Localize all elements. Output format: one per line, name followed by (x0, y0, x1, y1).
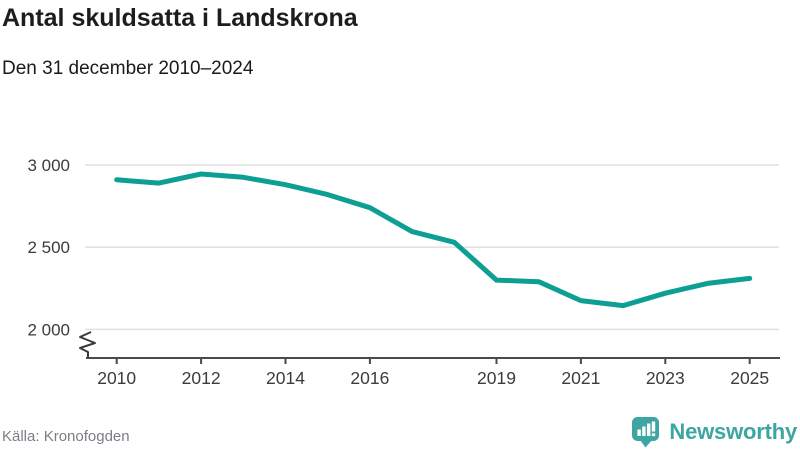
x-axis-tick-label: 2016 (350, 368, 389, 388)
x-axis-tick-label: 2012 (182, 368, 221, 388)
x-axis-tick-label: 2025 (730, 368, 769, 388)
y-axis-tick-label: 3 000 (27, 156, 70, 175)
x-axis-tick-label: 2010 (97, 368, 136, 388)
data-line-series (114, 171, 753, 309)
x-axis-tick-label: 2014 (266, 368, 305, 388)
newsworthy-logo: Newsworthy (631, 416, 797, 448)
source-caption: Källa: Kronofogden (2, 428, 130, 445)
y-axis-tick-label: 2 000 (27, 320, 70, 339)
chart-subtitle: Den 31 december 2010–2024 (2, 58, 254, 79)
bar-chart-speech-bubble-icon (632, 417, 660, 448)
chart-title: Antal skuldsatta i Landskrona (2, 4, 358, 32)
x-axis-tick-label: 2021 (561, 368, 600, 388)
x-axis-tick-label: 2023 (646, 368, 685, 388)
axis-break-icon (79, 331, 96, 357)
y-axis-tick-label: 2 500 (27, 238, 70, 257)
brand-wordmark: Newsworthy (669, 419, 797, 444)
x-axis-tick-label: 2019 (477, 368, 516, 388)
